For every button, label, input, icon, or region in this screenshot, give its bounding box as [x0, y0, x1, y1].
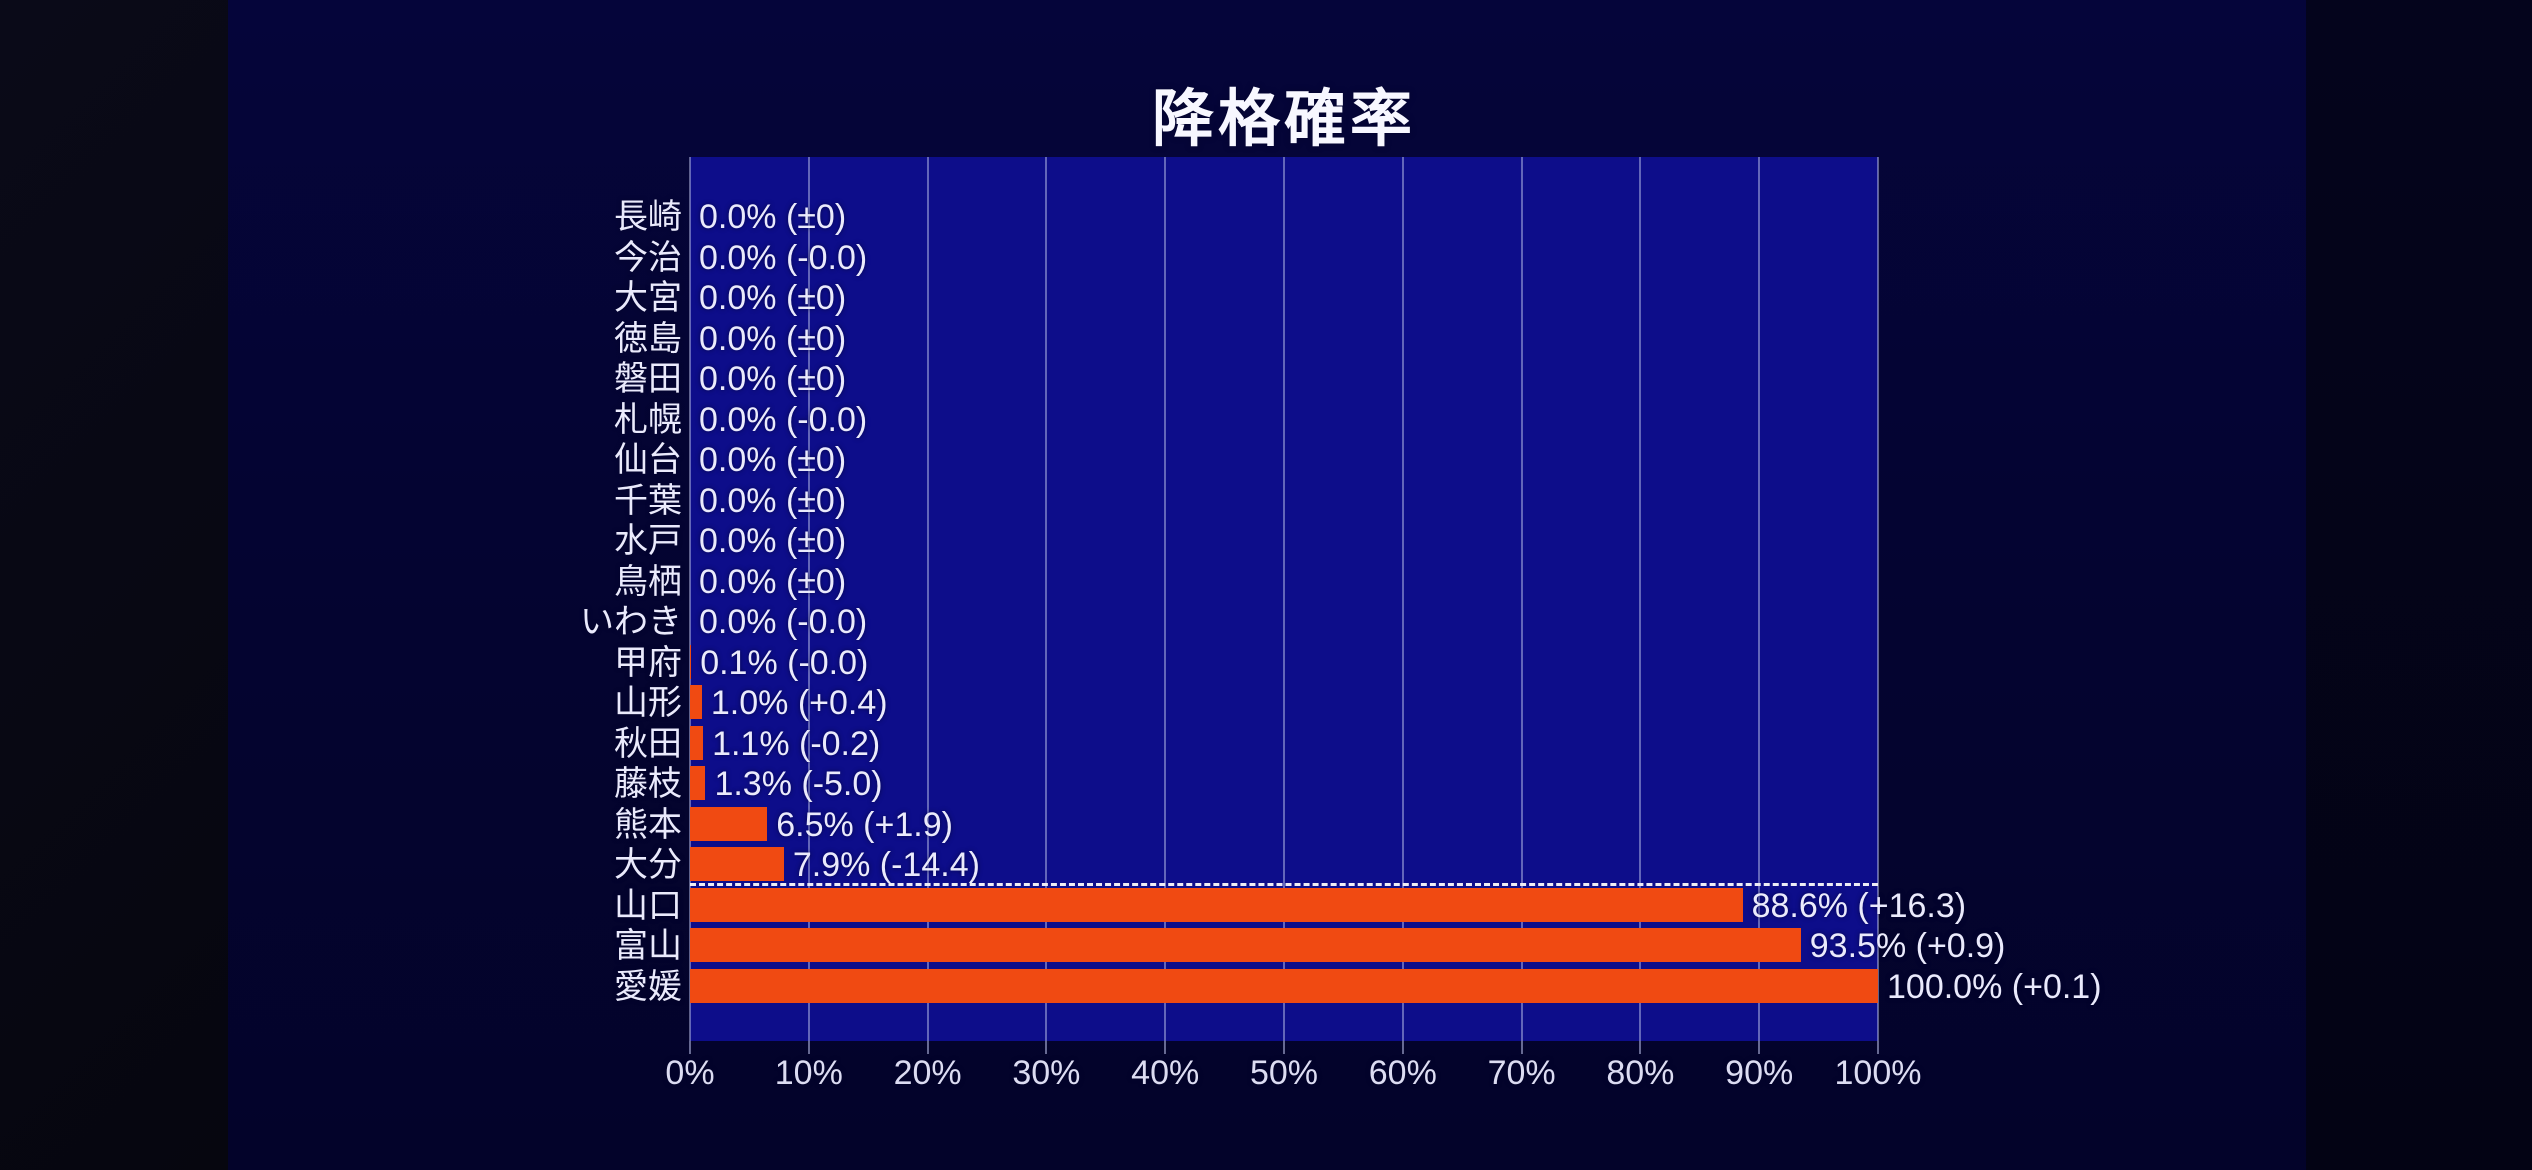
team-label: 甲府 [614, 643, 682, 682]
value-label: 1.0% (+0.4) [710, 684, 888, 722]
x-tickmark-10 [807, 1041, 810, 1054]
team-label: 鳥栖 [614, 562, 682, 601]
value-label: 7.9% (-14.4) [792, 846, 980, 884]
x-tick-label-90: 90% [1725, 1054, 1794, 1092]
x-tick-label-40: 40% [1131, 1054, 1200, 1092]
gridline-100 [1877, 157, 1879, 1041]
x-tick-label-30: 30% [1012, 1054, 1081, 1092]
team-label: 熊本 [614, 805, 682, 844]
x-tickmark-80 [1639, 1041, 1642, 1054]
gridline-0 [689, 157, 691, 1041]
team-label: 藤枝 [614, 765, 682, 803]
probability-bar [690, 685, 702, 719]
value-label: 0.0% (-0.0) [699, 603, 868, 641]
x-tick-label-0: 0% [665, 1054, 715, 1092]
x-tickmark-0 [689, 1041, 691, 1054]
x-tickmark-40 [1164, 1041, 1167, 1054]
gridline-40 [1164, 157, 1167, 1041]
value-label: 0.1% (-0.0) [700, 643, 869, 682]
value-label: 1.3% (-5.0) [714, 765, 883, 803]
probability-bar [690, 806, 768, 841]
x-tick-label-10: 10% [774, 1054, 843, 1092]
x-tickmark-60 [1401, 1041, 1404, 1054]
gridline-70 [1520, 157, 1523, 1041]
value-label: 0.0% (±0) [699, 319, 847, 358]
probability-bar [690, 847, 784, 881]
value-label: 100.0% (+0.1) [1887, 967, 2102, 1006]
gridline-90 [1758, 157, 1761, 1041]
right-letterbox [2306, 0, 2532, 1170]
plot-area: 0% 10% 20% 30% 40% 50% 60% 70% 80% 90% 100% 長崎 0.0% … [580, 157, 2102, 1092]
left-letterbox [0, 0, 228, 1170]
x-tickmark-70 [1520, 1041, 1523, 1054]
value-label: 0.0% (±0) [699, 522, 847, 560]
team-label: 大分 [614, 846, 682, 884]
team-label: 札幌 [614, 400, 682, 439]
team-label: 長崎 [614, 198, 682, 236]
gridline-30 [1045, 157, 1048, 1041]
team-label: 仙台 [614, 441, 682, 479]
team-label: いわき [580, 603, 682, 641]
team-label: 今治 [614, 238, 682, 277]
x-tick-label-70: 70% [1487, 1054, 1556, 1092]
value-label: 1.1% (-0.2) [712, 724, 881, 763]
gridline-60 [1401, 157, 1404, 1041]
probability-bar [690, 887, 1743, 922]
team-label: 徳島 [614, 319, 682, 358]
probability-bar [690, 928, 1801, 962]
value-label: 0.0% (±0) [699, 441, 847, 479]
team-label: 秋田 [614, 724, 682, 763]
team-label: 富山 [614, 927, 682, 965]
x-tickmark-30 [1045, 1041, 1048, 1054]
value-label: 0.0% (±0) [699, 279, 847, 317]
relegation-cutoff-line [690, 882, 1878, 886]
team-label: 山形 [614, 684, 682, 722]
x-tick-label-60: 60% [1368, 1054, 1437, 1092]
value-label: 93.5% (+0.9) [1809, 927, 2006, 965]
value-label: 0.0% (-0.0) [699, 400, 868, 439]
value-label: 0.0% (±0) [699, 562, 847, 601]
value-label: 0.0% (±0) [699, 360, 847, 398]
x-tick-label-80: 80% [1606, 1054, 1675, 1092]
probability-bar [690, 725, 704, 760]
probability-bar [690, 766, 706, 800]
chart-title: 降格確率 [1151, 85, 1416, 154]
team-label: 愛媛 [614, 967, 682, 1006]
value-label: 88.6% (+16.3) [1751, 886, 1967, 925]
gridline-10 [807, 157, 810, 1041]
team-label: 千葉 [614, 481, 682, 520]
probability-bar [690, 968, 1878, 1003]
x-tickmark-50 [1283, 1041, 1285, 1054]
team-label: 磐田 [614, 360, 682, 398]
value-label: 0.0% (±0) [699, 198, 847, 236]
x-tick-label-100: 100% [1834, 1054, 1922, 1092]
x-tickmark-100 [1877, 1041, 1879, 1054]
team-label: 山口 [614, 886, 682, 925]
team-label: 水戸 [614, 522, 682, 560]
x-tick-label-50: 50% [1249, 1054, 1319, 1092]
value-label: 6.5% (+1.9) [776, 805, 953, 844]
x-tickmark-90 [1758, 1041, 1761, 1054]
x-tick-label-20: 20% [893, 1054, 962, 1092]
gridline-80 [1639, 157, 1642, 1041]
value-label: 0.0% (-0.0) [699, 238, 868, 277]
x-tickmark-20 [926, 1041, 929, 1054]
gridline-20 [926, 157, 929, 1041]
value-label: 0.0% (±0) [699, 481, 847, 520]
gridline-50 [1283, 157, 1285, 1041]
team-label: 大宮 [614, 279, 682, 317]
probability-bar [690, 644, 692, 679]
